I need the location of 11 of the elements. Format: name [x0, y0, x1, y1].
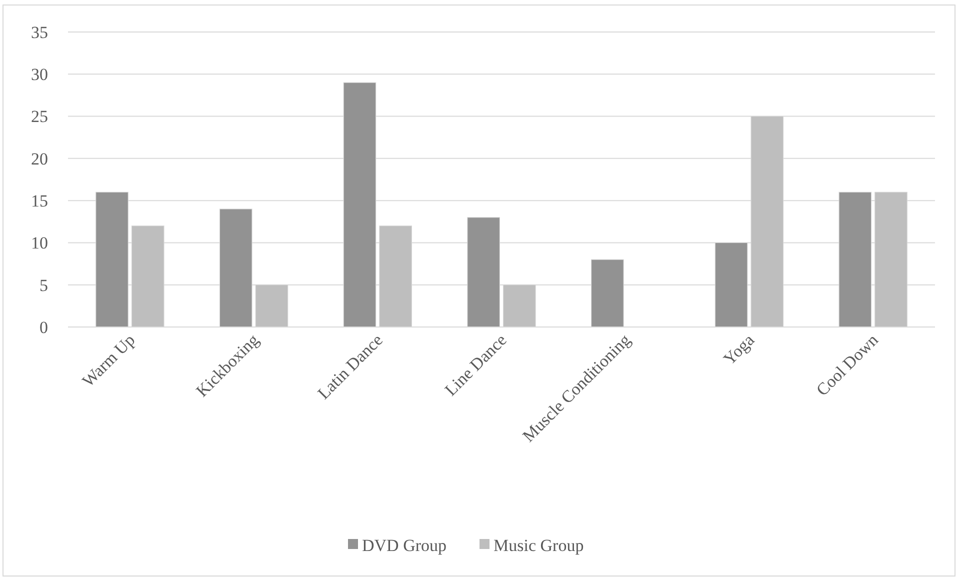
- x-tick-label: Yoga: [720, 330, 758, 369]
- y-tick-label: 35: [31, 22, 48, 42]
- y-tick-label: 25: [31, 107, 48, 126]
- y-tick-label: 20: [31, 149, 48, 168]
- legend-label: DVD Group: [362, 536, 447, 555]
- legend-label: Music Group: [494, 536, 584, 555]
- y-tick-label: 10: [31, 234, 48, 253]
- y-tick-label: 5: [40, 276, 48, 295]
- y-tick-label: 30: [31, 65, 48, 84]
- y-tick-label: 0: [40, 318, 48, 337]
- y-tick-label: 15: [31, 192, 48, 211]
